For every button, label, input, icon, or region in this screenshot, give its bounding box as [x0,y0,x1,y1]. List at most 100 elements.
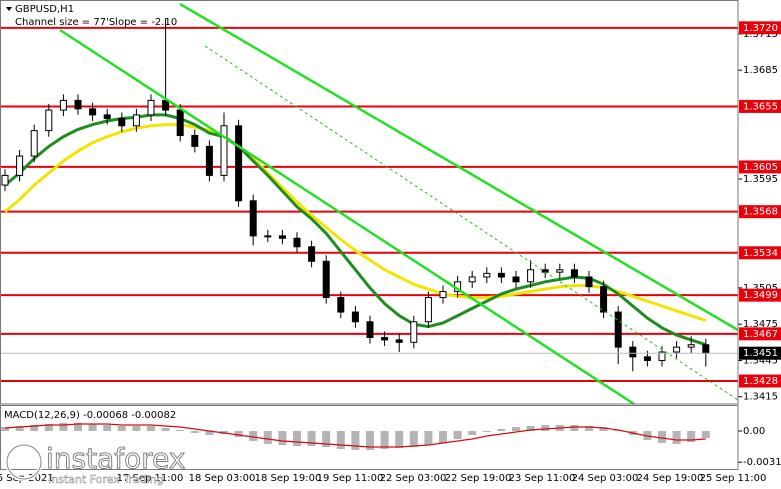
y-tick-label: 1.3685 [743,65,778,76]
macd-bar [512,427,520,431]
candle-body [381,336,389,341]
macd-bar [701,431,710,438]
candle-body [103,114,111,120]
macd-bar [117,426,126,431]
candle-body [132,114,140,127]
macd-bar [161,428,170,431]
macd-bar [322,431,331,447]
macd-bar [658,431,666,443]
macd-bar [190,431,199,433]
macd-bar [307,431,316,446]
candle-body [147,99,155,116]
level-label-box [739,246,781,260]
candle-body [512,276,520,283]
macd-bar [380,431,389,449]
macd-bar [570,425,579,431]
x-tick-label: 24 Sep 19:00 [637,473,704,484]
macd-tick-label: 0.00 [743,426,765,437]
macd-bar [1,427,9,431]
channel-upper [179,2,739,332]
candle-body [74,99,82,110]
level-label-box [739,288,781,302]
channel-lower [59,28,635,406]
x-tick-label: 23 Sep 11:00 [509,473,576,484]
annotation: Channel size = 77'Slope = -2.10 [15,17,177,28]
candle-body [118,118,126,127]
candle-body [162,99,170,111]
candle-body [687,344,695,348]
candle-body [483,272,491,278]
candle-body [527,269,535,283]
macd-bar [497,429,506,431]
macd-bar [541,425,550,431]
candle-body [249,200,257,237]
candle-body [410,321,418,343]
candle-body [468,276,476,283]
level-label-box [739,160,781,174]
x-tick-label: 18 Sep 03:00 [189,473,256,484]
y-tick-label: 1.3415 [743,392,778,403]
candle-body [337,297,345,313]
candle-body [658,351,666,361]
macd-bar [468,431,477,435]
candle-body [556,269,564,273]
macd-bar [278,431,287,445]
macd-bar [453,431,462,439]
macd-bar [103,425,112,431]
candle-body [439,291,447,299]
y-tick-label: 1.3445 [743,355,778,366]
candle-body [89,108,97,116]
x-tick-label: 25 Sep 11:00 [700,473,767,484]
level-label: 1.3499 [743,290,778,301]
candle-body [585,276,593,288]
watermark-brand: instaforex [46,442,185,475]
level-label: 1.3720 [743,23,778,34]
x-tick-label: 17 Sep 11:00 [117,473,184,484]
macd-bar [74,423,82,431]
candle-body [308,246,316,262]
macd-bar [15,426,24,431]
candle-body [176,109,184,136]
level-label: 1.3534 [743,248,778,259]
macd-bar [88,424,97,431]
macd-bar [687,431,696,442]
channel-middle [204,45,739,401]
candle-body [1,174,9,186]
candle-body [322,260,330,299]
x-tick-label: 22 Sep 19:00 [445,473,512,484]
y-tick-label: 1.3715 [743,29,778,40]
y-tick-label: 1.3475 [743,319,778,330]
level-label: 1.3428 [743,376,778,387]
levels: 1.3720 1.3655 1.3605 1.3568 1.3534 1.3499 1.34… [0,21,781,388]
candle-body [293,237,301,248]
level-label-box [739,21,781,35]
candle-body [702,344,710,354]
macd-bar [234,431,243,437]
macd-bar [176,430,185,431]
candle-body [366,321,374,338]
x-tick-label: 19 Sep 11:00 [317,473,384,484]
macd-bar [351,431,360,450]
candle-body [395,339,403,343]
macd-bar [147,426,155,431]
chart-title: GBPUSD,H1 [15,4,74,15]
candle-body [673,346,681,353]
candle-body [600,286,608,313]
level-label: 1.3655 [743,101,778,112]
macd-bar [672,431,681,444]
candle-body [278,235,286,239]
macd-bar [293,431,301,446]
level-label: 1.3568 [743,207,778,218]
candle-body [205,145,213,176]
candle-body [497,272,505,278]
macd-bar [263,431,272,444]
level-label-box [739,374,781,388]
candle-body [191,134,199,147]
y-tick-label: 1.3595 [743,174,778,185]
macd-bar [249,431,258,441]
candle-body [235,125,243,202]
macd-bar [30,425,39,431]
candle-body [643,356,651,361]
